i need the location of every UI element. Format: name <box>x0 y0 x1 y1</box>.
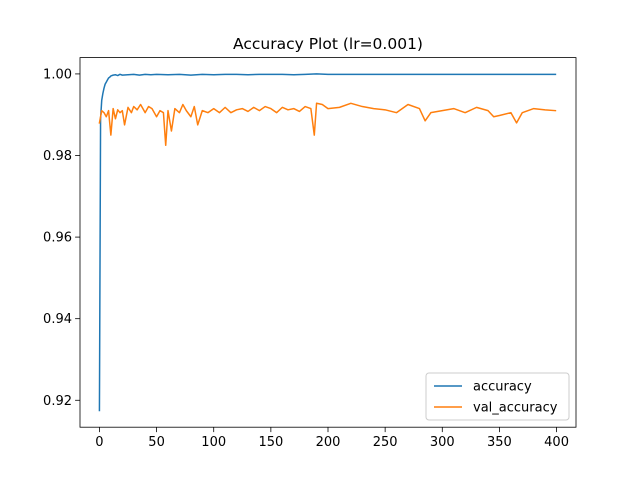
x-tick-label: 300 <box>430 435 455 450</box>
series-line-val-accuracy <box>98 102 557 147</box>
x-tick-label: 100 <box>201 435 226 450</box>
y-axis: 0.92 0.94 0.96 0.98 1.00 <box>43 67 80 409</box>
y-tick-label: 0.98 <box>43 149 72 164</box>
y-tick-label: 0.94 <box>43 312 72 327</box>
x-tick-label: 400 <box>544 435 569 450</box>
series-line-accuracy <box>98 73 557 412</box>
x-tick-label: 200 <box>316 435 341 450</box>
chart-title: Accuracy Plot (lr=0.001) <box>233 35 423 53</box>
x-tick-label: 250 <box>373 435 398 450</box>
y-tick-label: 1.00 <box>43 67 72 82</box>
x-tick-label: 350 <box>487 435 512 450</box>
plot-area <box>98 73 557 412</box>
legend: accuracy val_accuracy <box>425 372 570 421</box>
x-axis: 0 50 100 150 200 250 300 350 400 <box>95 427 569 450</box>
legend-label-accuracy: accuracy <box>473 380 532 395</box>
legend-box <box>425 372 570 421</box>
x-tick-label: 150 <box>258 435 283 450</box>
y-tick-label: 0.92 <box>43 394 72 409</box>
y-tick-label: 0.96 <box>43 231 72 246</box>
legend-label-val-accuracy: val_accuracy <box>473 401 558 416</box>
x-tick-label: 50 <box>148 435 165 450</box>
x-tick-label: 0 <box>95 435 103 450</box>
